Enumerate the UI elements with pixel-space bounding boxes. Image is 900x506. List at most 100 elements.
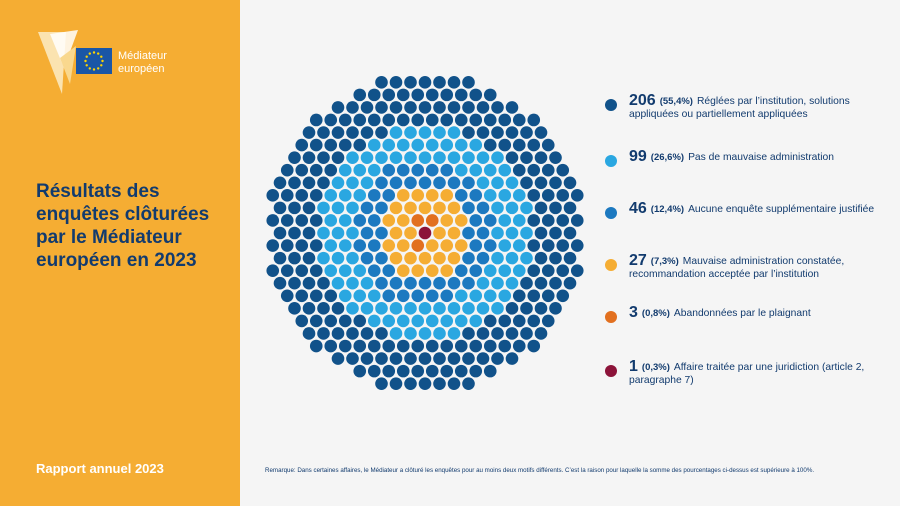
chart-dot xyxy=(309,239,323,252)
chart-dot xyxy=(556,163,570,177)
chart-dot xyxy=(483,239,497,252)
chart-dot xyxy=(389,302,403,315)
chart-dot xyxy=(433,226,446,240)
chart-dot xyxy=(505,302,519,315)
chart-dot xyxy=(389,101,403,114)
chart-dot xyxy=(425,113,439,127)
chart-dot xyxy=(469,289,483,303)
chart-dot xyxy=(418,101,432,114)
chart-dot xyxy=(491,352,504,365)
chart-dot xyxy=(338,289,352,303)
chart-dot xyxy=(447,352,461,365)
chart-dot xyxy=(556,289,570,303)
chart-dot xyxy=(425,314,439,328)
chart-dot xyxy=(382,189,396,202)
chart-dot xyxy=(520,176,533,190)
chart-dot xyxy=(462,101,475,114)
chart-dot xyxy=(505,276,519,290)
chart-dot xyxy=(498,138,512,152)
chart-dot xyxy=(433,251,446,265)
chart-dot xyxy=(512,289,526,303)
chart-dot xyxy=(411,314,425,328)
legend-text: 99 (26,6%) Pas de mauvaise administration xyxy=(629,149,891,165)
chart-dot xyxy=(454,364,468,378)
chart-dot xyxy=(563,176,577,190)
eu-stars-icon xyxy=(84,51,104,71)
chart-dot xyxy=(418,352,432,365)
chart-dot xyxy=(534,126,548,139)
chart-dot xyxy=(331,201,345,215)
chart-dot xyxy=(549,302,562,315)
chart-dot xyxy=(375,302,388,315)
chart-dot xyxy=(360,201,374,215)
chart-dot xyxy=(491,302,504,315)
chart-dot xyxy=(411,189,425,202)
chart-dot xyxy=(411,163,425,177)
chart-dot xyxy=(288,302,301,315)
chart-dot xyxy=(346,151,359,164)
chart-dot xyxy=(512,113,526,127)
chart-dot xyxy=(367,88,381,102)
chart-dot xyxy=(425,189,439,202)
chart-dot xyxy=(527,113,541,127)
chart-dot xyxy=(404,176,417,190)
chart-dot xyxy=(483,314,497,328)
chart-dot xyxy=(317,251,330,265)
chart-dot xyxy=(469,314,483,328)
chart-dot xyxy=(462,327,475,340)
chart-dot xyxy=(367,113,381,127)
chart-dot xyxy=(418,226,432,240)
chart-dot xyxy=(280,289,294,303)
chart-dot xyxy=(454,339,468,353)
chart-dot xyxy=(375,126,388,139)
chart-dot xyxy=(512,138,526,152)
chart-dot xyxy=(338,239,352,252)
chart-dot xyxy=(309,163,323,177)
legend-value: 3 xyxy=(629,304,638,321)
legend-percent: (26,6%) xyxy=(650,152,685,163)
chart-dot xyxy=(331,352,345,365)
chart-dot xyxy=(418,377,432,390)
chart-dot xyxy=(324,314,338,328)
chart-dot xyxy=(317,302,330,315)
chart-dot xyxy=(462,276,475,290)
chart-dot xyxy=(338,189,352,202)
chart-dot xyxy=(382,314,396,328)
chart-dot xyxy=(396,163,410,177)
chart-dot xyxy=(302,126,316,139)
chart-dot xyxy=(534,251,548,265)
chart-dot xyxy=(469,163,483,177)
chart-dot xyxy=(447,101,461,114)
chart-dot xyxy=(404,377,417,390)
chart-dot xyxy=(389,327,403,340)
chart-dot xyxy=(541,289,555,303)
chart-dot xyxy=(317,201,330,215)
logo-emblem-icon xyxy=(38,30,112,94)
chart-dot xyxy=(346,251,359,265)
chart-dot xyxy=(469,113,483,127)
chart-dot xyxy=(295,163,309,177)
chart-dot xyxy=(570,239,584,252)
chart-dot xyxy=(389,126,403,139)
chart-dot xyxy=(527,314,541,328)
chart-dot xyxy=(447,327,461,340)
chart-dot xyxy=(295,314,309,328)
chart-dot xyxy=(396,339,410,353)
chart-dot xyxy=(389,226,403,240)
chart-dot xyxy=(396,138,410,152)
legend-value: 206 xyxy=(629,92,656,109)
legend-dot xyxy=(605,365,617,377)
chart-dot xyxy=(505,151,519,164)
chart-dot xyxy=(367,239,381,252)
chart-dot xyxy=(411,264,425,277)
chart-dot xyxy=(556,214,570,227)
chart-dot xyxy=(346,327,359,340)
chart-dot xyxy=(491,201,504,215)
chart-dot xyxy=(382,239,396,252)
chart-dot xyxy=(266,264,280,277)
chart-dot xyxy=(382,163,396,177)
chart-dot xyxy=(280,214,294,227)
chart-dot xyxy=(556,239,570,252)
chart-dot xyxy=(491,126,504,139)
chart-dot xyxy=(360,327,374,340)
